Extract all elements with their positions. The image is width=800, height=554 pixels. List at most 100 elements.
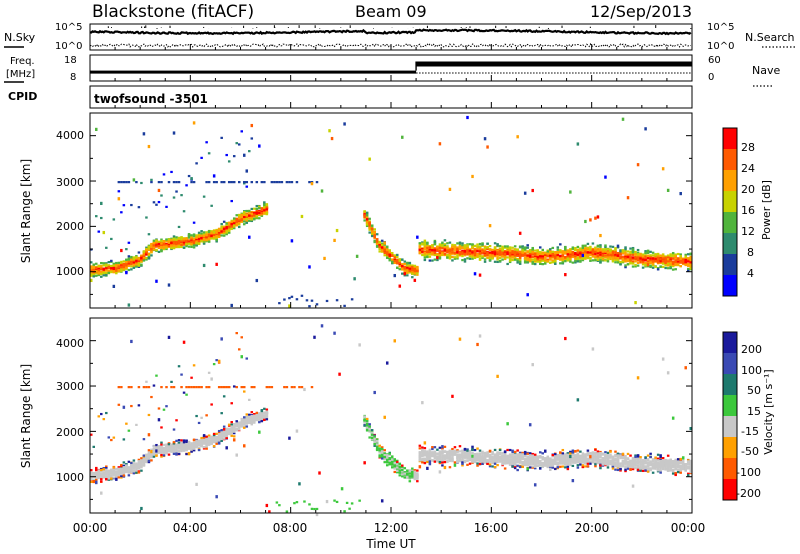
echo-cell — [556, 254, 560, 257]
echo-cell — [258, 205, 261, 208]
echo-cell — [212, 363, 216, 366]
echo-cell — [365, 216, 369, 220]
echo-cell — [120, 386, 123, 389]
echo-cell — [385, 248, 389, 251]
echo-cell — [235, 427, 238, 430]
echo-cell — [463, 254, 467, 257]
echo-cell — [232, 424, 236, 427]
echo-cell — [177, 245, 181, 249]
echo-cell — [501, 249, 504, 252]
echo-cell — [265, 503, 269, 508]
echo-cell — [162, 448, 166, 451]
echo-cell — [684, 263, 687, 267]
echo-cell — [596, 215, 600, 219]
echo-cell — [521, 254, 524, 257]
echo-cell — [125, 266, 128, 269]
echo-cell — [270, 386, 274, 389]
echo-cell — [436, 253, 439, 256]
echo-cell — [127, 469, 131, 472]
echo-cell — [353, 277, 356, 281]
echo-cell — [105, 262, 108, 265]
echo-cell — [253, 207, 256, 210]
echo-cell — [202, 237, 206, 241]
echo-cell — [556, 251, 560, 254]
echo-cell — [466, 251, 469, 254]
echo-cell — [493, 251, 497, 254]
echo-cell — [100, 478, 103, 481]
echo-cell — [222, 428, 226, 431]
echo-cell — [589, 247, 592, 251]
echo-cell — [167, 453, 171, 456]
echo-cell — [674, 261, 677, 264]
echo-cell — [110, 237, 113, 241]
echo-cell — [237, 181, 241, 184]
echo-cell — [416, 235, 419, 239]
echo-cell — [117, 470, 121, 473]
echo-cell — [117, 466, 121, 469]
echo-cell — [107, 471, 111, 474]
nave-right-label: Nave — [752, 64, 780, 77]
echo-cell — [190, 448, 193, 451]
echo-cell — [644, 250, 647, 253]
echo-cell — [115, 475, 118, 478]
echo-cell — [250, 218, 254, 221]
echo-cell — [172, 442, 176, 445]
echo-cell — [428, 245, 432, 248]
echo-cell — [616, 254, 620, 257]
echo-cell — [142, 132, 146, 136]
echo-cell — [669, 254, 672, 258]
echo-cell — [142, 464, 146, 467]
echo-cell — [167, 443, 171, 446]
echo-cell — [373, 234, 376, 237]
echo-cell — [190, 446, 193, 450]
echo-cell — [127, 460, 131, 463]
echo-cell — [162, 244, 166, 247]
echo-cell — [468, 252, 472, 256]
echo-cell — [195, 441, 198, 444]
echo-cell — [243, 181, 246, 184]
echo-cell — [523, 251, 527, 254]
echo-cell — [115, 270, 118, 273]
echo-cell — [574, 261, 577, 264]
echo-cell — [676, 258, 680, 262]
echo-cell — [145, 251, 148, 254]
echo-cell — [498, 253, 502, 256]
echo-cell — [170, 445, 173, 449]
echo-cell — [185, 440, 188, 444]
echo-cell — [263, 212, 266, 215]
echo-cell — [205, 233, 208, 236]
echo-cell — [423, 254, 427, 257]
echo-cell — [125, 264, 128, 267]
echo-cell — [579, 255, 582, 258]
echo-cell — [217, 359, 221, 363]
echo-cell — [634, 301, 637, 305]
power-cbar-tick-16: 16 — [741, 204, 755, 217]
echo-cell — [107, 436, 111, 439]
echo-cell — [290, 295, 294, 298]
echo-cell — [471, 245, 474, 248]
echo-cell — [190, 181, 193, 184]
echo-cell — [453, 251, 457, 255]
echo-cell — [624, 251, 627, 254]
echo-cell — [486, 145, 489, 149]
echo-cell — [604, 248, 607, 251]
echo-cell — [373, 235, 376, 239]
echo-cell — [571, 246, 575, 249]
echo-cell — [385, 460, 389, 463]
echo-cell — [255, 418, 259, 421]
echo-cell — [205, 447, 208, 450]
echo-cell — [110, 469, 113, 472]
echo-cell — [147, 449, 151, 452]
echo-cell — [438, 249, 442, 252]
echo-cell — [170, 386, 173, 389]
echo-cell — [380, 242, 384, 245]
echo-cell — [160, 443, 163, 446]
echo-cell — [521, 251, 524, 254]
echo-cell — [275, 501, 279, 504]
echo-cell — [586, 242, 590, 245]
echo-cell — [175, 452, 178, 455]
echo-cell — [240, 417, 243, 421]
echo-cell — [192, 449, 196, 452]
echo-cell — [631, 246, 635, 250]
echo-cell — [538, 260, 542, 263]
